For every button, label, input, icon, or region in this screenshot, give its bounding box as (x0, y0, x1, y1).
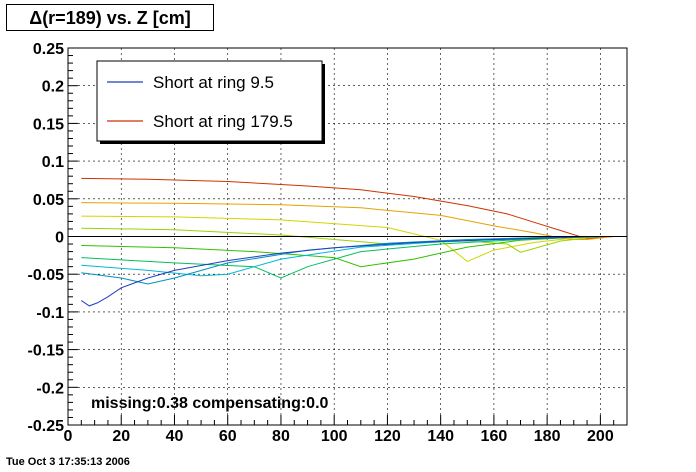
x-tick-label: 20 (112, 428, 130, 445)
x-tick-label: 0 (64, 428, 73, 445)
legend-label: Short at ring 179.5 (153, 112, 293, 131)
series-line-0 (81, 177, 627, 240)
y-tick-label: -0.1 (36, 305, 64, 322)
y-tick-label: 0.15 (33, 116, 64, 133)
x-tick-label: 120 (374, 428, 401, 445)
chart-title-box: Δ(r=189) vs. Z [cm] (6, 4, 214, 31)
y-tick-label: 0.1 (42, 154, 64, 171)
series-line-3 (81, 227, 627, 253)
y-tick-label: 0.05 (33, 192, 64, 209)
x-tick-label: 60 (219, 428, 237, 445)
legend-box (96, 60, 323, 142)
y-tick-label: 0 (55, 230, 64, 247)
y-tick-label: 0.25 (33, 41, 64, 58)
y-tick-label: -0.25 (28, 418, 65, 435)
y-tick-label: 0.2 (42, 79, 64, 96)
annotation-text: missing:0.38 compensating:0.0 (91, 395, 329, 412)
y-tick-label: -0.05 (28, 267, 65, 284)
x-tick-label: 160 (481, 428, 508, 445)
y-tick-label: -0.2 (36, 380, 64, 397)
x-tick-label: 200 (587, 428, 614, 445)
series-line-8 (81, 236, 627, 307)
y-tick-label: -0.15 (28, 343, 65, 360)
x-tick-label: 40 (166, 428, 184, 445)
footer-timestamp: Tue Oct 3 17:35:13 2006 (6, 456, 130, 468)
series-line-1 (81, 202, 627, 240)
legend-label: Short at ring 9.5 (153, 73, 274, 92)
x-tick-label: 100 (321, 428, 348, 445)
x-tick-label: 140 (427, 428, 454, 445)
x-tick-label: 180 (534, 428, 561, 445)
x-tick-label: 80 (272, 428, 290, 445)
chart-title: Δ(r=189) vs. Z [cm] (29, 8, 191, 28)
